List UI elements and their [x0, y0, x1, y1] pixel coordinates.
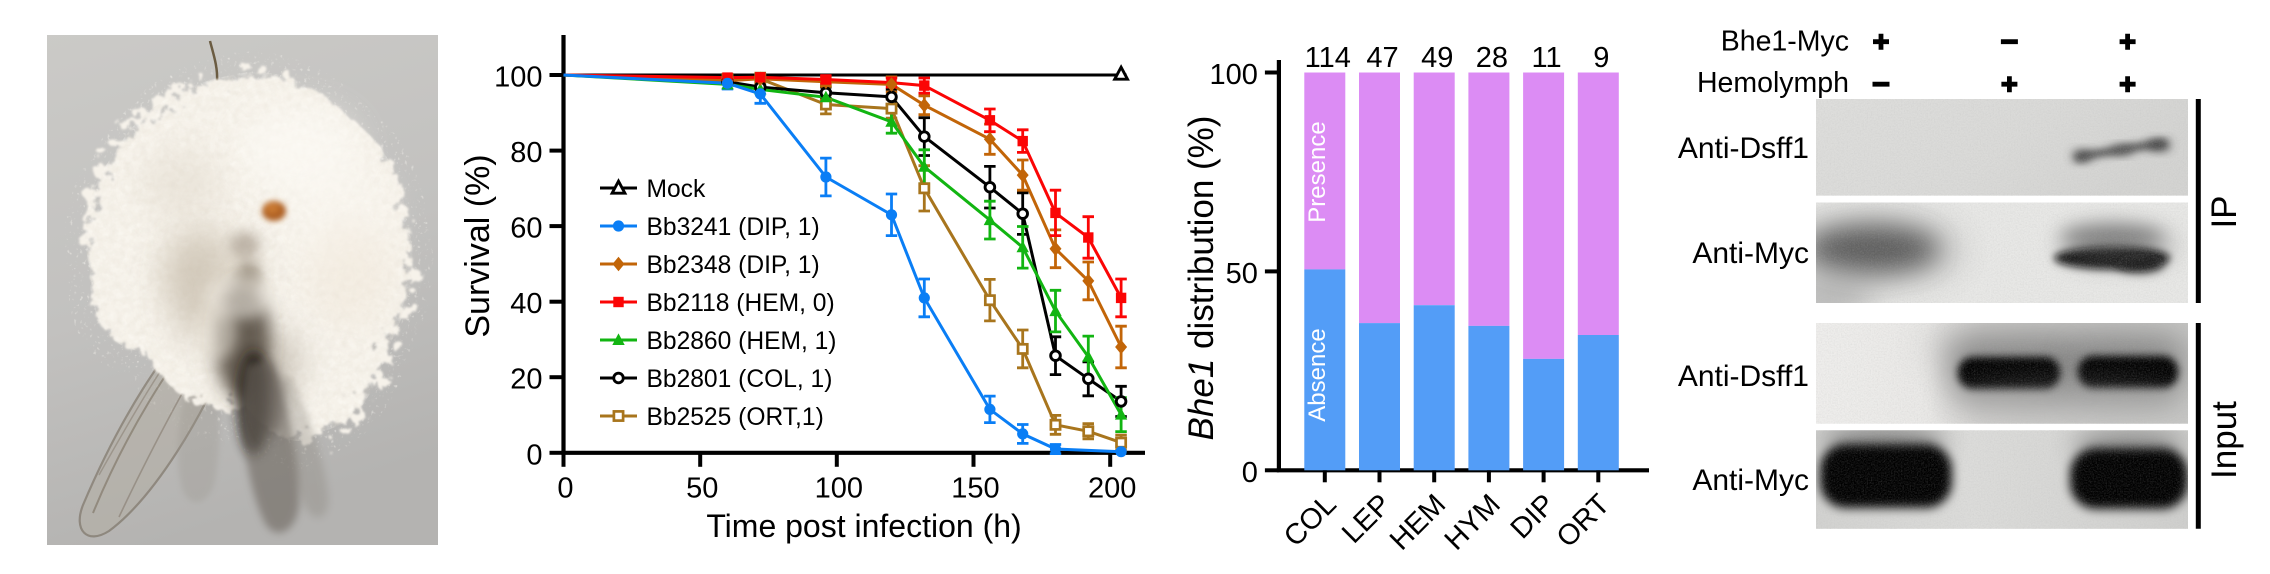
svg-text:Bb2801 (COL, 1): Bb2801 (COL, 1)	[647, 366, 833, 393]
svg-text:Input: Input	[2205, 401, 2244, 479]
svg-text:47: 47	[1366, 42, 1398, 74]
svg-text:40: 40	[510, 288, 542, 320]
svg-text:ORT: ORT	[1551, 488, 1617, 554]
svg-text:Anti-Myc: Anti-Myc	[1692, 237, 1809, 270]
svg-text:20: 20	[510, 364, 542, 396]
svg-text:114: 114	[1305, 42, 1351, 74]
svg-text:Survival (%): Survival (%)	[459, 154, 497, 337]
svg-text:HEM: HEM	[1384, 488, 1452, 556]
svg-text:COL: COL	[1278, 488, 1343, 553]
svg-text:Bb2860 (HEM, 1): Bb2860 (HEM, 1)	[647, 328, 837, 355]
svg-text:Bhe1 distribution (%): Bhe1 distribution (%)	[1182, 116, 1221, 441]
svg-text:49: 49	[1421, 42, 1453, 74]
svg-text:0: 0	[526, 439, 542, 471]
svg-text:150: 150	[951, 473, 999, 505]
svg-text:DIP: DIP	[1505, 488, 1562, 545]
svg-text:IP: IP	[2205, 195, 2244, 228]
svg-text:Bhe1-Myc: Bhe1-Myc	[1721, 26, 1849, 58]
svg-text:Absence: Absence	[1304, 328, 1331, 421]
svg-text:100: 100	[815, 473, 863, 505]
svg-text:50: 50	[1226, 258, 1258, 290]
svg-text:100: 100	[1210, 59, 1258, 91]
svg-text:50: 50	[686, 473, 718, 505]
svg-text:200: 200	[1088, 473, 1136, 505]
svg-text:Bb3241 (DIP, 1): Bb3241 (DIP, 1)	[647, 214, 820, 241]
svg-text:Bb2525 (ORT,1): Bb2525 (ORT,1)	[647, 404, 824, 431]
svg-text:Bb2118 (HEM, 0): Bb2118 (HEM, 0)	[647, 290, 835, 317]
svg-text:28: 28	[1476, 42, 1508, 74]
svg-text:9: 9	[1593, 42, 1609, 74]
svg-text:LEP: LEP	[1336, 488, 1397, 549]
svg-text:100: 100	[494, 62, 542, 94]
svg-text:0: 0	[1242, 457, 1258, 489]
svg-text:80: 80	[510, 137, 542, 169]
svg-text:0: 0	[557, 473, 573, 505]
svg-text:Presence: Presence	[1304, 121, 1331, 222]
svg-text:HYM: HYM	[1439, 488, 1507, 556]
svg-text:Mock: Mock	[647, 176, 706, 203]
svg-text:Anti-Myc: Anti-Myc	[1692, 464, 1809, 497]
svg-text:Anti-Dsff1: Anti-Dsff1	[1678, 360, 1809, 393]
svg-text:Time post infection (h): Time post infection (h)	[706, 508, 1021, 544]
svg-text:Bb2348 (DIP, 1): Bb2348 (DIP, 1)	[647, 252, 820, 279]
svg-text:Anti-Dsff1: Anti-Dsff1	[1678, 132, 1809, 165]
svg-text:60: 60	[510, 213, 542, 245]
svg-text:Hemolymph: Hemolymph	[1697, 67, 1849, 99]
svg-text:11: 11	[1532, 42, 1562, 74]
